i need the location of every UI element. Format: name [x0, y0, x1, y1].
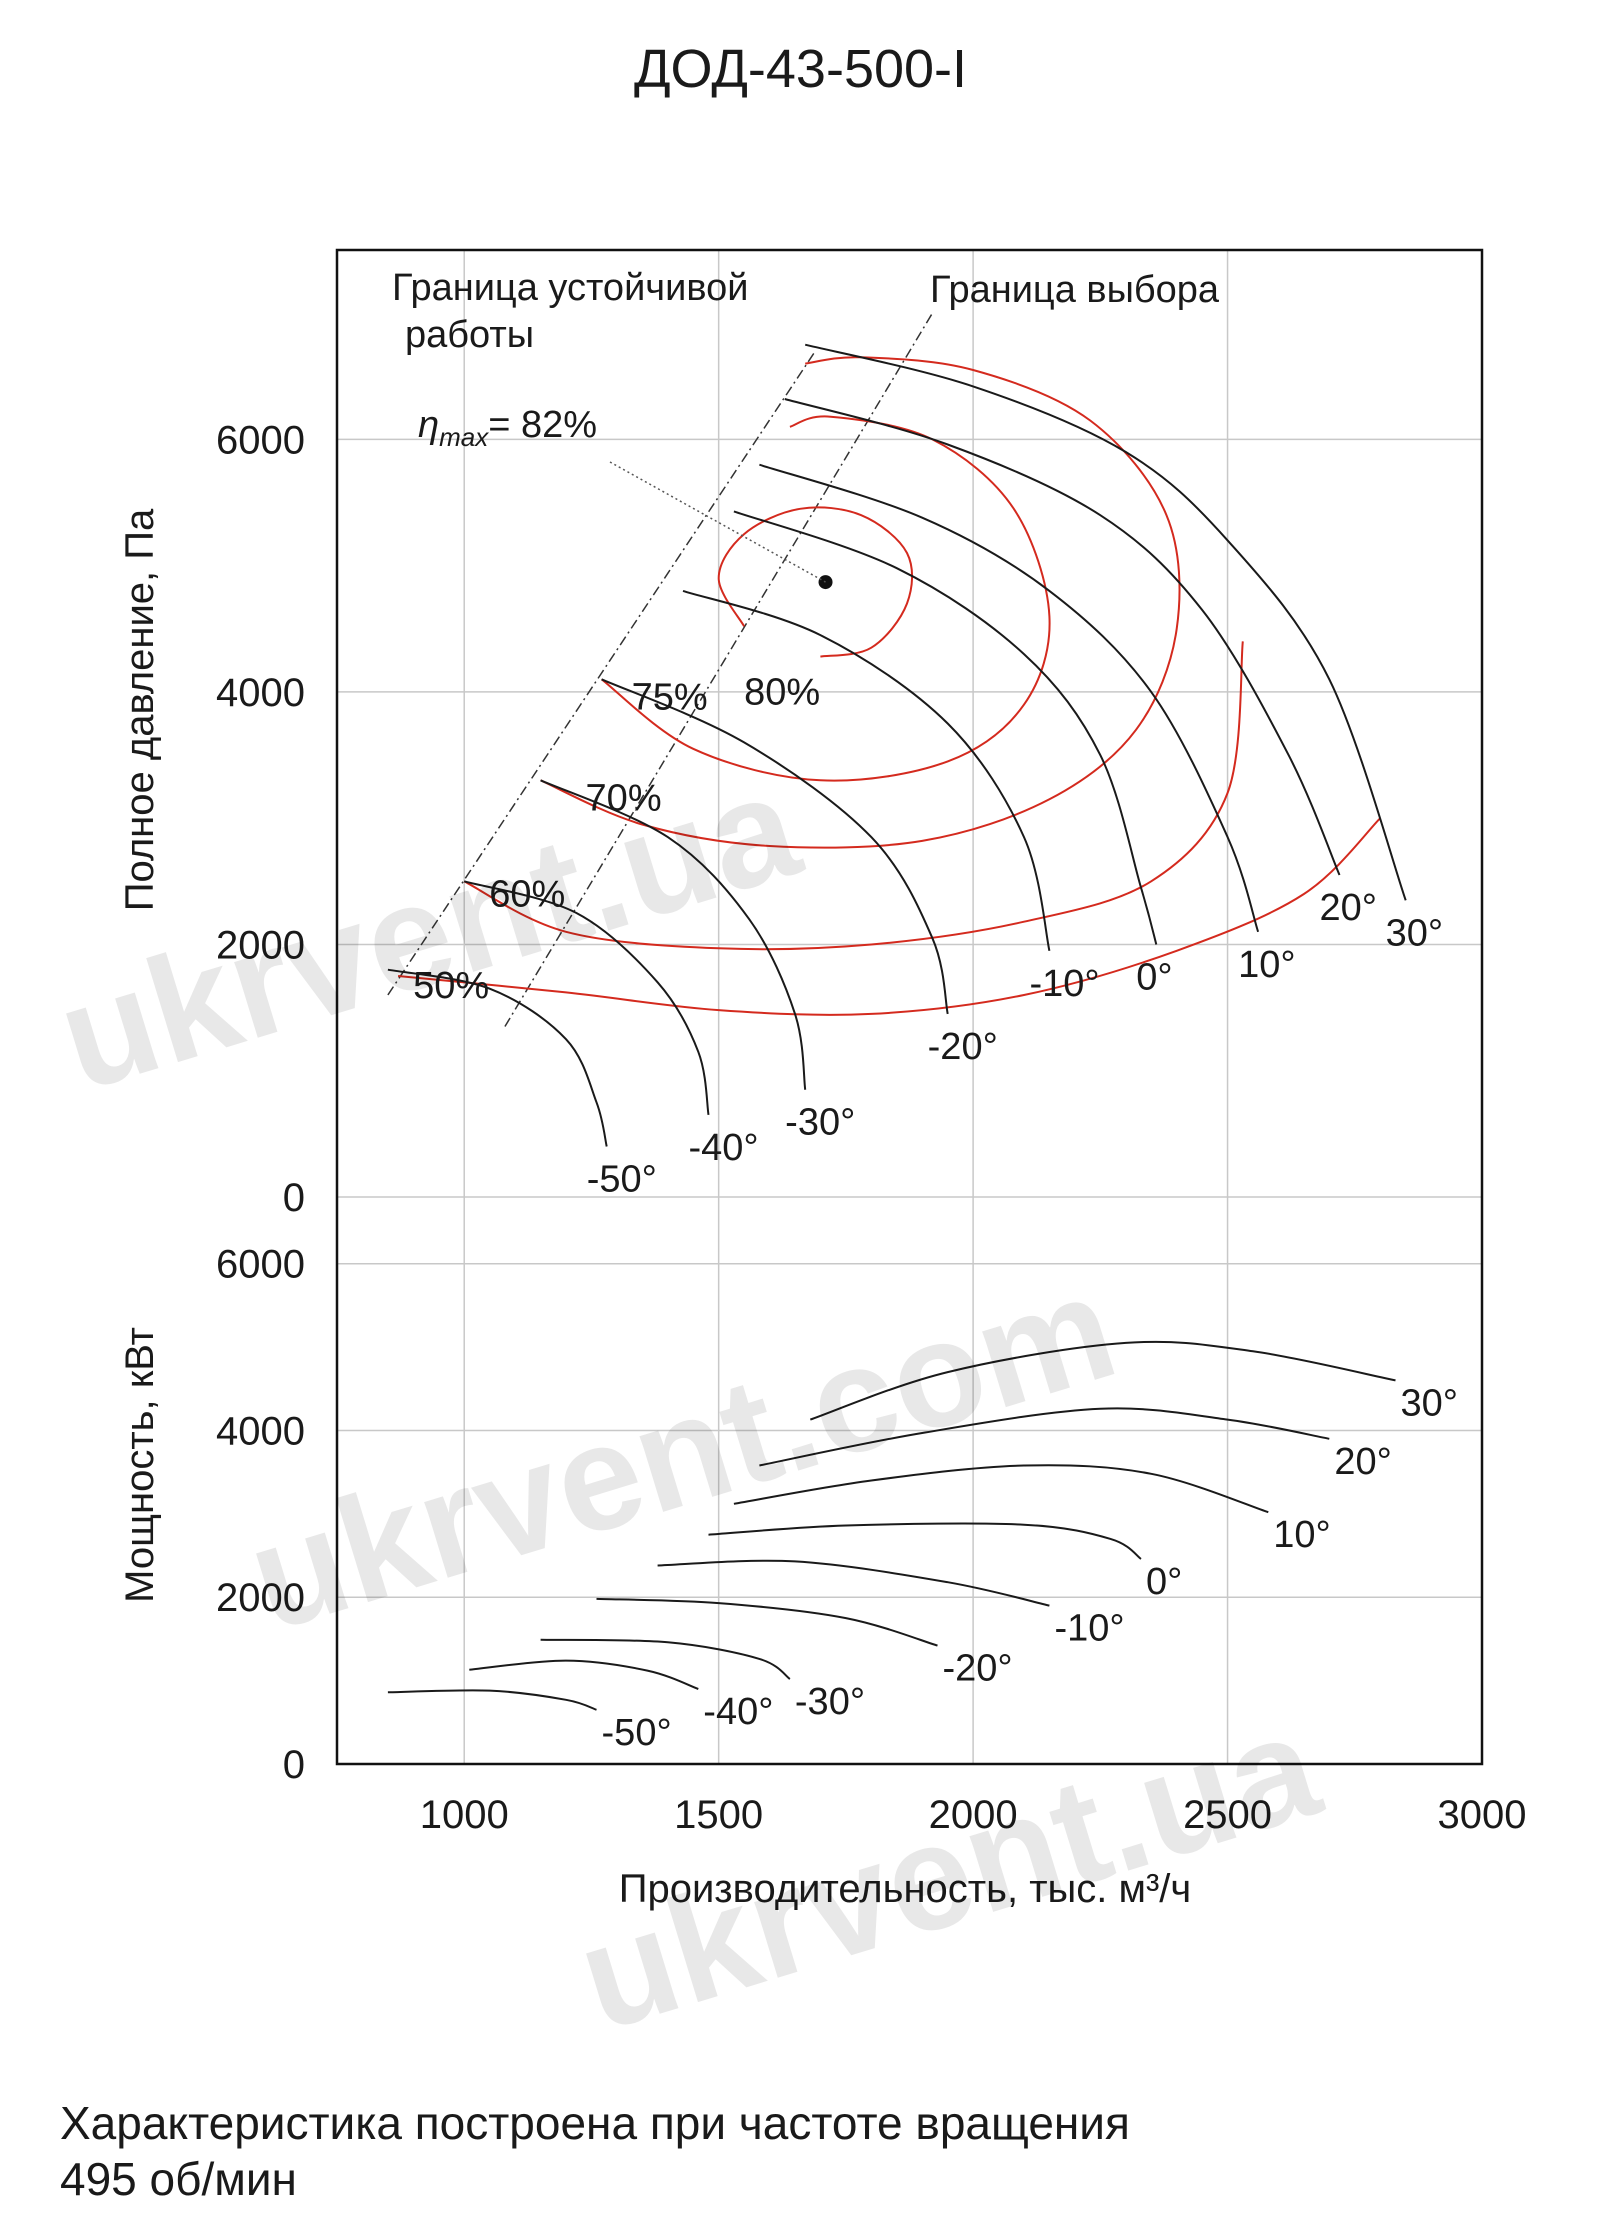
pressure-curve-label: -50° [587, 1158, 657, 1200]
eta-max-leader-line [609, 461, 826, 583]
boundary-stable-label-line1: Граница устойчивой [392, 267, 748, 309]
page-title: ДОД-43-500-I [633, 39, 968, 99]
pressure-curve-0° [733, 510, 1158, 945]
footnote-line-2: 495 об/мин [60, 2153, 297, 2205]
footnote: Характеристика построена при частоте вра… [60, 2095, 1130, 2207]
x-tick-label: 3000 [1438, 1793, 1527, 1837]
efficiency-curve-75% [600, 415, 1051, 782]
pressure-curve-label: 20° [1320, 887, 1377, 929]
pressure-axis-label: Полное давление, Па [118, 508, 162, 911]
pressure-curve-10° [759, 463, 1260, 933]
x-tick-label: 2000 [929, 1793, 1018, 1837]
curve-labels: 50%60%70%75% 80%30°20°10°0°-10°-20°-30°-4… [413, 671, 1458, 1754]
power-curve--30° [540, 1638, 791, 1680]
chart-text: Граница устойчивой работы Граница выбора… [118, 267, 1220, 1911]
eta-max-label: ηmax= 82% [418, 404, 597, 452]
power-tick-label: 0 [283, 1743, 305, 1787]
boundary-selection-label: Граница выбора [930, 269, 1220, 311]
power-curve--40° [469, 1659, 699, 1690]
power-curve-label: -40° [703, 1691, 773, 1733]
pressure-curve--40° [463, 880, 710, 1116]
power-curve-0° [708, 1522, 1142, 1560]
efficiency-label: 80% [744, 671, 820, 713]
plot-frame [335, 248, 1484, 1766]
power-curve--10° [657, 1559, 1050, 1607]
power-axis-label: Мощность, кВт [118, 1327, 162, 1603]
power-curve-label: 20° [1334, 1441, 1391, 1483]
power-curve-10° [733, 1464, 1269, 1514]
plot-border [335, 248, 1484, 1766]
efficiency-curve-60% [463, 641, 1244, 951]
pressure-tick-label: 4000 [216, 671, 305, 715]
efficiency-label: 70% [586, 777, 662, 819]
pressure-curve-label: -10° [1029, 963, 1099, 1005]
pressure-curve-label: 0° [1136, 956, 1172, 998]
efficiency-curve-50% [398, 817, 1381, 1016]
efficiency-label: 75% [632, 676, 708, 718]
pressure-curve-label: -40° [688, 1127, 758, 1169]
power-curves [387, 1340, 1396, 1711]
efficiency-label: 50% [413, 965, 489, 1007]
pressure-curve-label: -30° [785, 1102, 855, 1144]
power-curve-label: -50° [602, 1712, 672, 1754]
pressure-curve--30° [540, 779, 807, 1090]
pressure-tick-label: 6000 [216, 418, 305, 462]
power-curve-label: 10° [1273, 1514, 1330, 1556]
pressure-curve-label: -20° [928, 1026, 998, 1068]
pressure-tick-label: 2000 [216, 923, 305, 967]
pressure-curve-30° [804, 343, 1407, 901]
power-curve-30° [809, 1340, 1396, 1421]
power-curve-label: -20° [942, 1648, 1012, 1690]
tick-labels: 1000 1500 2000 2500 3000 0 2000 4000 6000 0 2000 40… [216, 418, 1526, 1837]
power-curve-label: 0° [1146, 1561, 1182, 1603]
pressure-curve--10° [682, 589, 1051, 952]
efficiency-curve-70% [540, 356, 1181, 849]
pressure-curve--50° [387, 968, 608, 1147]
blade-angle-curves [387, 343, 1407, 1147]
efficiency-label: 60% [489, 873, 565, 915]
power-tick-label: 6000 [216, 1243, 305, 1287]
power-curve-label: -30° [795, 1681, 865, 1723]
pressure-curve-label: 30° [1386, 912, 1443, 954]
pressure-curve--20° [601, 678, 949, 1015]
x-axis-label: Производительность, тыс. м³/ч [619, 1867, 1192, 1911]
x-tick-label: 2500 [1183, 1793, 1272, 1837]
power-tick-label: 4000 [216, 1409, 305, 1453]
boundary-lines [387, 312, 934, 1027]
pressure-curve-label: 10° [1238, 944, 1295, 986]
footnote-line-1: Характеристика построена при частоте вра… [60, 2097, 1130, 2149]
power-tick-label: 2000 [216, 1576, 305, 1620]
boundary-stable-label-line2: работы [405, 314, 534, 356]
efficiency-curves [398, 356, 1381, 1016]
power-curve-label: -10° [1054, 1608, 1124, 1650]
stable-operation-boundary [387, 350, 816, 996]
selection-boundary [504, 312, 934, 1027]
power-curve-label: 30° [1400, 1382, 1457, 1424]
pressure-curve-20° [784, 398, 1341, 876]
power-curve-20° [759, 1407, 1330, 1467]
pressure-tick-label: 0 [283, 1176, 305, 1220]
x-tick-label: 1000 [420, 1793, 509, 1837]
power-curve--20° [596, 1597, 938, 1647]
x-tick-label: 1500 [674, 1793, 763, 1837]
efficiency-curve-80% [717, 506, 914, 658]
power-curve--50° [387, 1689, 597, 1711]
